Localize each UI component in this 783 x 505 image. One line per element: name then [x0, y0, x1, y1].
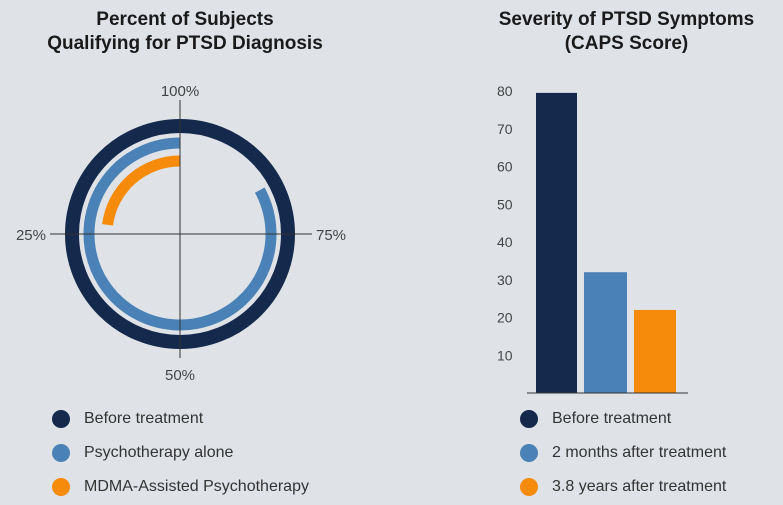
legend-label: MDMA-Assisted Psychotherapy — [84, 478, 309, 495]
legend-label: Before treatment — [84, 410, 204, 427]
right-chart-title-line-1: Severity of PTSD Symptoms — [498, 9, 755, 30]
legend-dot-icon — [520, 478, 538, 496]
bar-2 — [634, 309, 676, 393]
legend-dot-icon — [52, 478, 70, 496]
radial-label-left: 25% — [16, 227, 46, 244]
legend-label: Before treatment — [552, 410, 672, 427]
y-tick-label: 70 — [497, 121, 513, 137]
legend-dot-icon — [52, 410, 70, 428]
y-tick-label: 30 — [497, 272, 513, 288]
radial-bar-2 — [102, 155, 181, 226]
bar-chart: 80 70 60 50 40 30 20 10 — [497, 83, 688, 394]
legend-dot-icon — [520, 410, 538, 428]
y-tick-label: 50 — [497, 196, 513, 212]
radial-label-top: 100% — [161, 83, 199, 100]
radial-chart: 100% 75% 50% 25% — [16, 83, 346, 384]
radial-label-bottom: 50% — [165, 367, 195, 384]
legend-label: 2 months after treatment — [552, 444, 727, 461]
right-chart-title: Severity of PTSD Symptoms (CAPS Score) — [470, 8, 783, 56]
legend-dot-icon — [52, 444, 70, 462]
y-tick-label: 40 — [497, 234, 513, 250]
left-chart-title-line-2: Qualifying for PTSD Diagnosis — [47, 33, 323, 54]
right-chart-title-line-2: (CAPS Score) — [564, 33, 689, 54]
y-tick-label: 80 — [497, 83, 513, 99]
y-tick-label: 20 — [497, 310, 513, 326]
y-tick-label: 10 — [497, 347, 513, 363]
bar-0 — [536, 92, 577, 393]
left-chart-title-line-1: Percent of Subjects — [96, 9, 274, 30]
left-chart-title: Percent of Subjects Qualifying for PTSD … — [20, 8, 350, 56]
radial-bar-1 — [83, 137, 277, 331]
legend-label: Psychotherapy alone — [84, 444, 234, 461]
y-tick-label: 60 — [497, 159, 513, 175]
bar-1 — [584, 272, 627, 393]
legend-dot-icon — [520, 444, 538, 462]
radial-label-right: 75% — [316, 227, 346, 244]
legend-label: 3.8 years after treatment — [552, 478, 727, 495]
